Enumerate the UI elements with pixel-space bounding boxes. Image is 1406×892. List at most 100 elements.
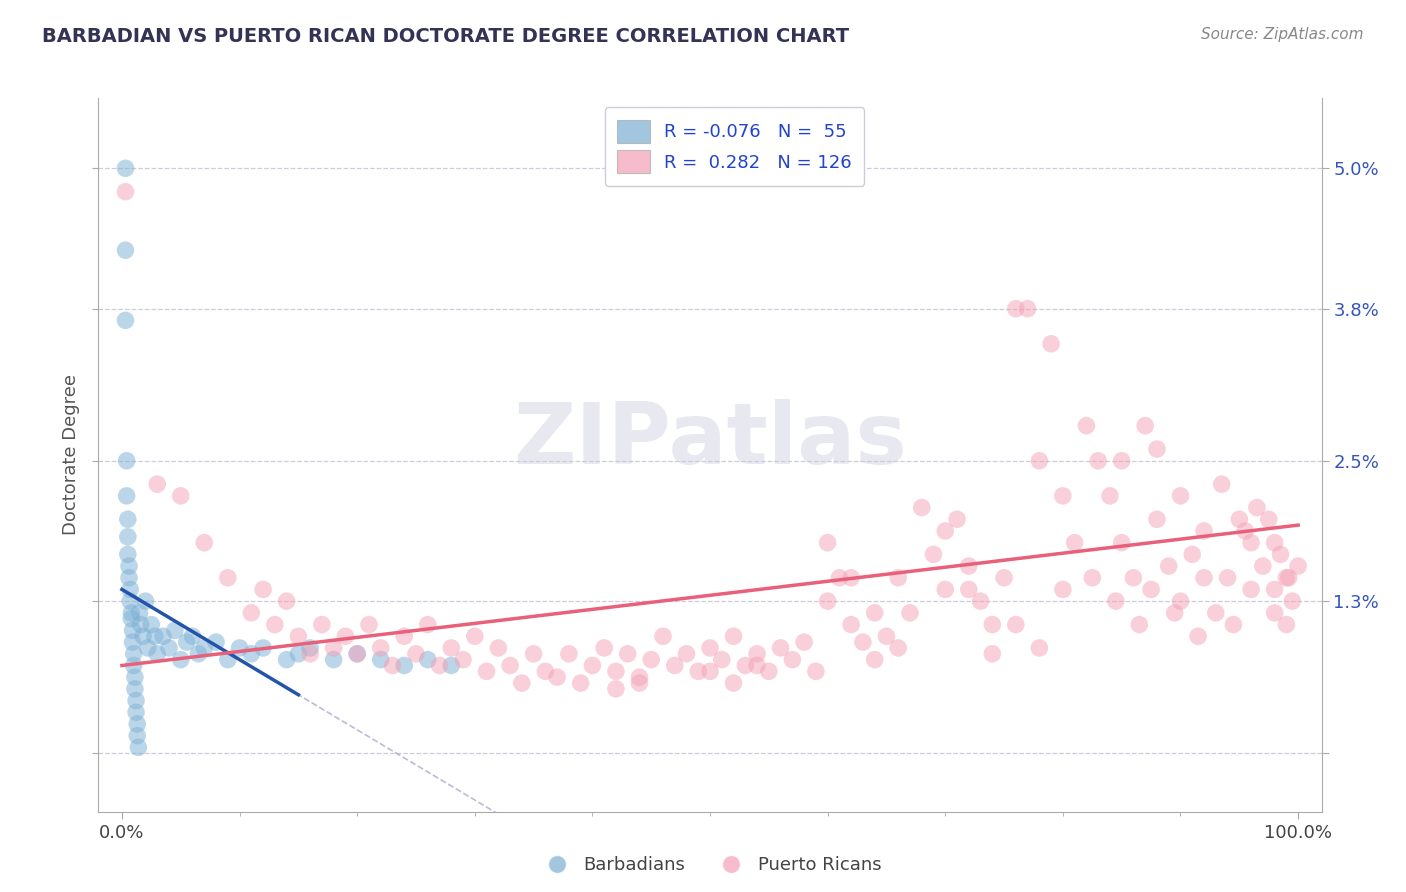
Point [675,647,697,661]
Point [114,161,136,176]
Point [125,706,148,720]
Point [934,524,956,538]
Point [170,489,193,503]
Point [370,653,392,667]
Point [593,640,616,655]
Point [1181,547,1204,561]
Point [157,640,180,655]
Point [934,582,956,597]
Point [1286,559,1309,574]
Point [1004,301,1026,316]
Point [981,617,1004,632]
Point [1098,489,1121,503]
Point [734,658,756,673]
Point [170,653,193,667]
Point [114,243,136,257]
Point [875,629,897,643]
Point [640,653,662,667]
Point [132,629,155,643]
Point [193,535,215,549]
Point [136,640,159,655]
Point [957,582,980,597]
Point [357,617,380,632]
Point [141,617,163,632]
Point [745,647,768,661]
Point [322,653,344,667]
Point [911,500,934,515]
Point [240,647,263,661]
Point [688,665,710,679]
Point [146,477,169,491]
Point [394,629,416,643]
Point [616,647,638,661]
Point [1222,617,1244,632]
Point [817,594,839,608]
Text: Source: ZipAtlas.com: Source: ZipAtlas.com [1201,27,1364,42]
Point [1170,594,1192,608]
Point [569,676,592,690]
Point [1052,582,1074,597]
Point [769,640,792,655]
Point [181,629,204,643]
Point [118,571,141,585]
Point [114,313,136,327]
Point [1128,617,1150,632]
Point [416,653,439,667]
Point [1240,582,1263,597]
Point [322,640,344,655]
Point [346,647,368,661]
Point [828,571,851,585]
Point [252,582,274,597]
Point [127,740,149,755]
Point [217,571,239,585]
Point [1170,489,1192,503]
Point [839,571,862,585]
Point [852,635,875,649]
Point [499,658,522,673]
Point [1076,418,1098,433]
Point [981,647,1004,661]
Point [146,647,169,661]
Point [699,640,721,655]
Point [128,606,150,620]
Point [134,594,156,608]
Point [1216,571,1239,585]
Point [127,729,149,743]
Point [581,658,603,673]
Point [1040,336,1063,351]
Point [1192,571,1215,585]
Point [187,647,209,661]
Point [299,647,322,661]
Point [122,647,145,661]
Point [115,454,138,468]
Point [122,658,145,673]
Point [125,693,148,707]
Point [1264,606,1286,620]
Point [922,547,945,561]
Point [1278,571,1301,585]
Point [1004,617,1026,632]
Point [1163,606,1185,620]
Point [486,640,509,655]
Point [1211,477,1233,491]
Point [193,640,215,655]
Point [558,647,581,661]
Point [120,612,142,626]
Legend: Barbadians, Puerto Ricans: Barbadians, Puerto Ricans [531,849,889,881]
Point [1028,640,1050,655]
Point [863,653,886,667]
Point [475,665,498,679]
Point [429,658,451,673]
Point [1246,500,1268,515]
Point [605,665,627,679]
Point [276,653,298,667]
Point [394,658,416,673]
Point [120,606,142,620]
Point [143,629,166,643]
Point [1081,571,1104,585]
Point [205,635,228,649]
Point [124,681,146,696]
Point [370,640,392,655]
Point [121,624,143,638]
Point [804,665,827,679]
